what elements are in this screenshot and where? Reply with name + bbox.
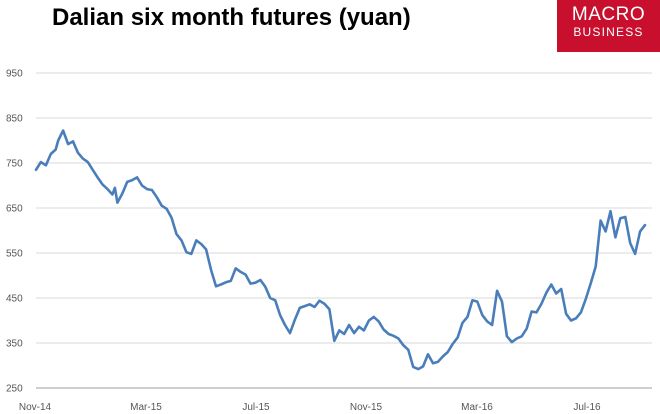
x-tick-label: Nov-14 <box>19 402 52 413</box>
y-tick-label: 250 <box>6 384 23 395</box>
x-tick-label: Mar-16 <box>461 402 493 413</box>
x-tick-label: Mar-15 <box>130 402 162 413</box>
y-tick-label: 850 <box>6 114 23 125</box>
x-tick-label: Jul-16 <box>573 402 601 413</box>
y-tick-label: 950 <box>6 69 23 80</box>
y-tick-label: 350 <box>6 339 23 350</box>
series-line <box>34 129 647 371</box>
y-tick-label: 550 <box>6 249 23 260</box>
logo-line-2: BUSINESS <box>573 25 644 39</box>
x-axis-tick-labels: Nov-14 Mar-15 Jul-15 Nov-15 Mar-16 Jul-16 <box>19 402 601 413</box>
y-axis-tick-labels: 250 350 450 550 650 750 850 950 <box>6 69 23 395</box>
x-tick-label: Nov-15 <box>350 402 383 413</box>
gridlines <box>36 72 652 344</box>
x-tick-label: Jul-15 <box>242 402 270 413</box>
logo-line-1: MACRO <box>571 4 646 25</box>
y-tick-label: 450 <box>6 294 23 305</box>
y-tick-label: 650 <box>6 204 23 215</box>
macro-business-logo: MACRO BUSINESS <box>557 0 660 52</box>
y-tick-label: 750 <box>6 159 23 170</box>
chart-title: Dalian six month futures (yuan) <box>52 4 411 31</box>
